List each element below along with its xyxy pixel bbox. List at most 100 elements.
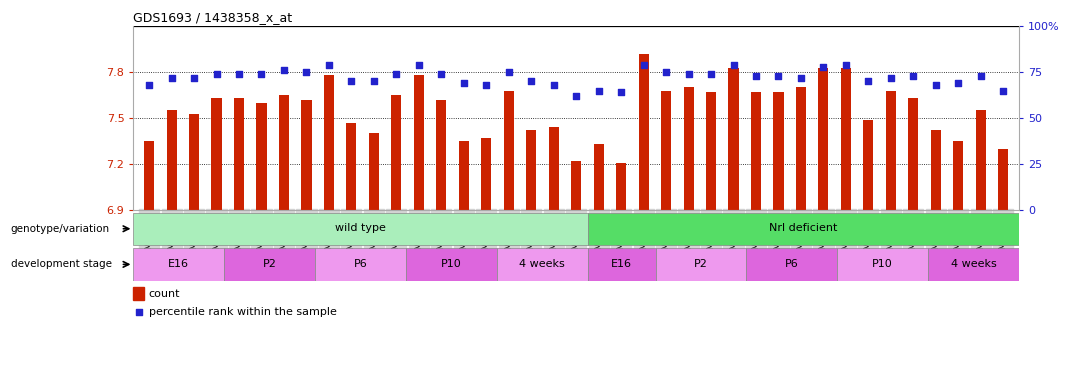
Text: P2: P2 (262, 259, 276, 269)
Point (298, 69, 315, 75)
Bar (189, 114, 200, 210)
Point (770, 73, 787, 79)
Point (343, 78, 360, 84)
Text: P2: P2 (695, 259, 708, 269)
Text: P6: P6 (353, 259, 367, 269)
Bar (224, 248, 315, 280)
Bar (953, 141, 964, 210)
Bar (818, 68, 828, 210)
Point (500, 69, 517, 75)
Point (927, 82, 944, 88)
Text: count: count (149, 289, 180, 298)
Text: wild type: wild type (335, 223, 386, 233)
Bar (638, 54, 649, 210)
Bar (144, 141, 154, 210)
Bar (886, 91, 896, 210)
Bar (256, 103, 267, 210)
Point (838, 62, 855, 68)
Point (724, 62, 742, 68)
Bar (588, 248, 655, 280)
Point (748, 73, 765, 79)
Bar (975, 111, 986, 210)
Point (208, 71, 225, 77)
Point (590, 88, 607, 94)
Point (680, 71, 697, 77)
Point (141, 82, 158, 88)
Point (433, 71, 450, 77)
Bar (324, 75, 334, 210)
Point (702, 71, 719, 77)
Bar (930, 130, 941, 210)
Point (130, 309, 147, 315)
Bar (548, 127, 559, 210)
Point (657, 69, 674, 75)
Bar (133, 213, 588, 245)
Bar (481, 138, 491, 210)
Bar (863, 120, 874, 210)
Bar (796, 87, 806, 210)
Point (365, 78, 382, 84)
Bar (684, 87, 694, 210)
Bar (504, 91, 514, 210)
Point (882, 75, 899, 81)
Bar (655, 248, 747, 280)
Bar (706, 92, 716, 210)
Point (905, 73, 922, 79)
Point (815, 64, 832, 70)
Text: E16: E16 (611, 259, 632, 269)
Text: 4 weeks: 4 weeks (951, 259, 997, 269)
Bar (774, 92, 783, 210)
Bar (301, 100, 312, 210)
Bar (133, 287, 144, 300)
Text: GDS1693 / 1438358_x_at: GDS1693 / 1438358_x_at (133, 11, 292, 24)
Bar (234, 98, 244, 210)
Point (478, 82, 495, 88)
Point (411, 62, 428, 68)
Text: Nrl deficient: Nrl deficient (769, 223, 838, 233)
Bar (436, 100, 446, 210)
Point (253, 71, 270, 77)
Bar (928, 248, 1019, 280)
Text: E16: E16 (169, 259, 189, 269)
Point (950, 80, 967, 86)
Point (523, 78, 540, 84)
Point (568, 93, 585, 99)
Bar (526, 130, 537, 210)
Text: P10: P10 (873, 259, 893, 269)
Bar (414, 75, 424, 210)
Bar (729, 68, 738, 210)
Bar (593, 144, 604, 210)
Bar (838, 248, 928, 280)
Bar (751, 92, 761, 210)
Bar (908, 98, 919, 210)
Bar (166, 111, 177, 210)
Bar (497, 248, 588, 280)
Bar (278, 95, 289, 210)
Text: genotype/variation: genotype/variation (11, 224, 110, 234)
Bar (662, 91, 671, 210)
Point (387, 71, 404, 77)
Point (320, 62, 337, 68)
Point (230, 71, 248, 77)
Bar (392, 95, 401, 210)
Bar (133, 248, 224, 280)
Bar (347, 123, 356, 210)
Point (860, 78, 877, 84)
Bar (616, 162, 626, 210)
Point (793, 75, 810, 81)
Point (635, 62, 652, 68)
Bar (747, 248, 838, 280)
Bar (571, 161, 582, 210)
Point (163, 75, 180, 81)
Point (545, 82, 562, 88)
Point (994, 88, 1012, 94)
Point (186, 75, 203, 81)
Point (612, 89, 630, 95)
Bar (211, 98, 222, 210)
Point (456, 80, 473, 86)
Text: development stage: development stage (11, 260, 112, 269)
Point (275, 68, 292, 74)
Bar (369, 134, 379, 210)
Bar (315, 248, 405, 280)
Bar (588, 213, 1019, 245)
